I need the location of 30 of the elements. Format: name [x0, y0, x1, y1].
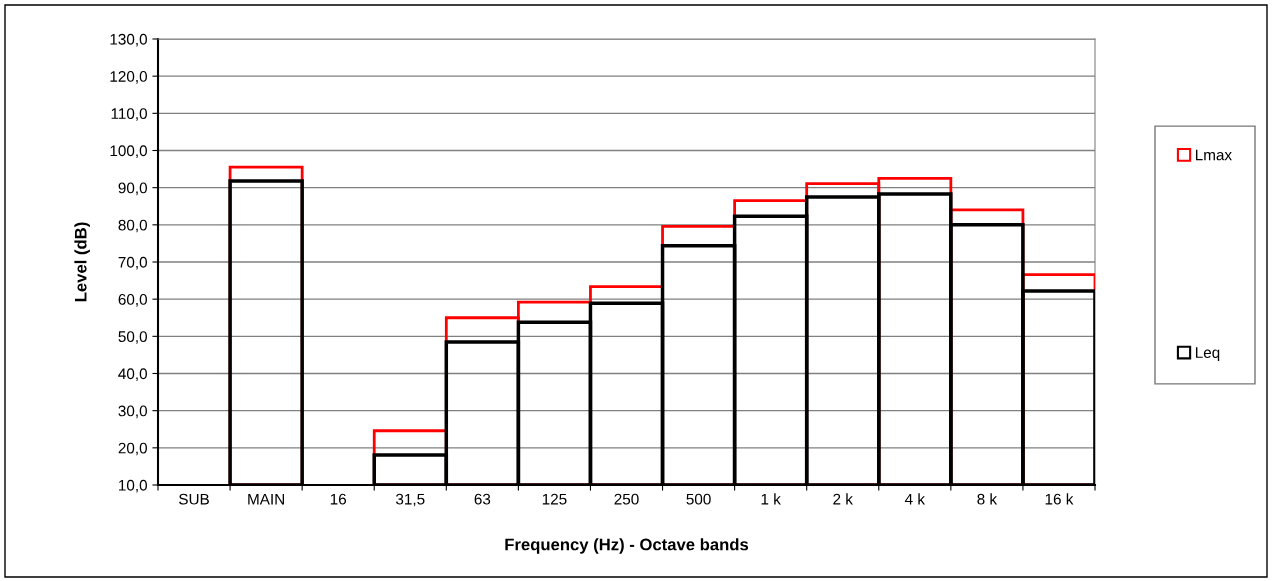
- y-axis-title: Level (dB): [74, 222, 90, 302]
- y-tick-label: 120,0: [110, 71, 147, 84]
- y-tick-label: 60,0: [118, 294, 147, 307]
- legend-label: Lmax: [1195, 149, 1232, 161]
- x-tick-label: MAIN: [248, 493, 284, 505]
- x-tick-label: 2 k: [833, 493, 853, 505]
- x-tick-label: 1 k: [761, 493, 781, 505]
- y-tick-label: 90,0: [118, 182, 147, 196]
- y-tick-label: 50,0: [118, 331, 147, 344]
- x-tick-label: 31,5: [395, 493, 425, 507]
- x-tick-label: 63: [474, 493, 491, 505]
- x-tick-label: 500: [686, 493, 711, 505]
- x-tick-label: 16: [330, 493, 347, 505]
- x-tick-label: 8 k: [977, 493, 998, 505]
- y-tick-label: 110,0: [111, 108, 147, 121]
- x-tick-label: 4 k: [904, 493, 926, 505]
- y-tick-label: 70,0: [118, 256, 147, 270]
- y-tick-label: 130,0: [110, 33, 147, 47]
- y-tick-label: 10,0: [119, 479, 147, 493]
- y-tick-label: 40,0: [118, 368, 147, 381]
- x-tick-label: 250: [614, 493, 639, 505]
- legend-label: Leq: [1195, 347, 1220, 361]
- x-tick-label: SUB: [179, 493, 209, 505]
- x-tick-label: 16 k: [1045, 493, 1074, 505]
- x-tick-label: 125: [542, 493, 567, 505]
- y-tick-label: 80,0: [118, 219, 147, 233]
- y-tick-label: 100,0: [110, 145, 147, 158]
- x-axis-title: Frequency (Hz) - Octave bands: [505, 538, 749, 554]
- y-tick-label: 30,0: [118, 405, 147, 419]
- y-tick-label: 20,0: [118, 442, 147, 456]
